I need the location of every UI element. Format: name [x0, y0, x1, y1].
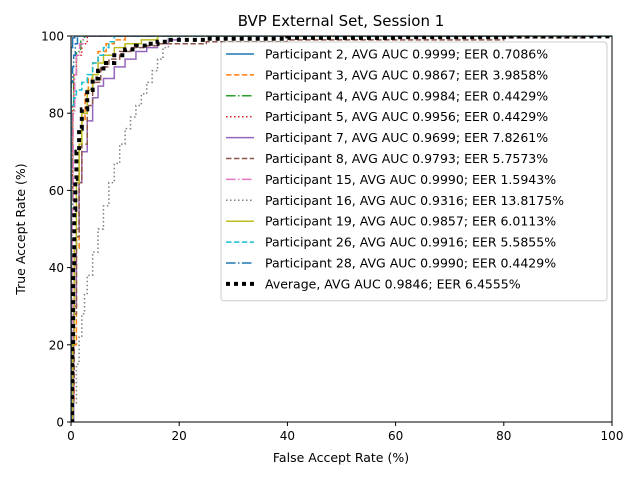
series-line-8 — [71, 36, 612, 422]
chart-title: BVP External Set, Session 1 — [238, 12, 445, 30]
legend-label: Participant 15, AVG AUC 0.9990; EER 1.59… — [265, 172, 556, 187]
legend-box — [220, 41, 608, 302]
y-axis-label: True Accept Rate (%) — [13, 163, 28, 295]
x-tick-label: 0 — [67, 429, 75, 443]
y-tick-label: 40 — [49, 261, 64, 275]
series-line-10 — [71, 36, 612, 422]
x-tick-label: 20 — [172, 429, 187, 443]
legend-label: Participant 26, AVG AUC 0.9916; EER 5.58… — [265, 235, 556, 250]
legend-label: Participant 19, AVG AUC 0.9857; EER 6.01… — [265, 214, 556, 229]
series-line-11 — [71, 36, 612, 422]
series-line-1 — [71, 36, 612, 422]
legend-label: Participant 16, AVG AUC 0.9316; EER 13.8… — [265, 193, 564, 208]
x-tick-label: 40 — [280, 429, 295, 443]
y-tick-label: 80 — [49, 107, 64, 121]
series-line-12 — [71, 36, 612, 422]
y-tick-label: 0 — [56, 416, 64, 430]
plot-frame — [70, 35, 613, 423]
series-line-7 — [71, 36, 612, 422]
legend-label: Participant 2, AVG AUC 0.9999; EER 0.708… — [265, 47, 548, 62]
x-tick-label: 80 — [496, 429, 511, 443]
x-tick-label: 100 — [601, 429, 624, 443]
y-tick-label: 100 — [41, 30, 64, 44]
legend-label: Participant 4, AVG AUC 0.9984; EER 0.442… — [265, 88, 548, 103]
y-tick-label: 20 — [49, 338, 64, 352]
x-axis: 0 20 40 60 80 100 — [67, 422, 623, 443]
legend: Participant 2, AVG AUC 0.9999; EER 0.708… — [220, 41, 608, 302]
legend-label: Participant 5, AVG AUC 0.9956; EER 0.442… — [265, 109, 548, 124]
legend-label: Average, AVG AUC 0.9846; EER 6.4555% — [265, 276, 521, 291]
legend-label: Participant 8, AVG AUC 0.9793; EER 5.757… — [265, 151, 548, 166]
legend-label: Participant 7, AVG AUC 0.9699; EER 7.826… — [265, 130, 548, 145]
legend-label: Participant 28, AVG AUC 0.9990; EER 0.44… — [265, 256, 556, 271]
plot-area — [71, 36, 612, 422]
x-axis-label: False Accept Rate (%) — [273, 450, 409, 465]
legend-label: Participant 3, AVG AUC 0.9867; EER 3.985… — [265, 67, 548, 82]
x-tick-label: 60 — [388, 429, 403, 443]
y-axis: 0 20 40 60 80 100 — [41, 30, 71, 430]
y-tick-label: 60 — [49, 184, 64, 198]
